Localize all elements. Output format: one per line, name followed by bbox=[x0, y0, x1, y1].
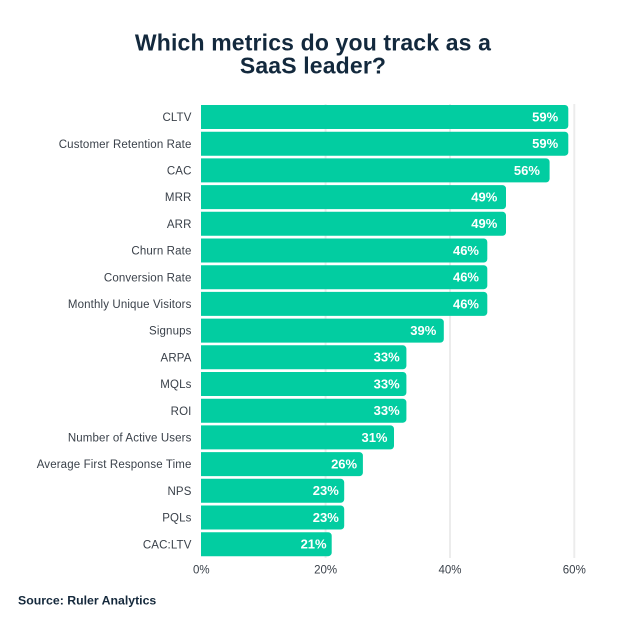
svg-text:21%: 21% bbox=[301, 537, 327, 552]
svg-text:Number of Active Users: Number of Active Users bbox=[68, 433, 192, 445]
svg-text:0%: 0% bbox=[193, 565, 210, 577]
svg-text:CAC: CAC bbox=[167, 166, 192, 178]
svg-text:MRR: MRR bbox=[165, 192, 192, 204]
svg-text:MQLs: MQLs bbox=[160, 379, 191, 391]
svg-text:26%: 26% bbox=[331, 457, 357, 472]
svg-text:46%: 46% bbox=[453, 296, 479, 311]
svg-text:Monthly Unique Visitors: Monthly Unique Visitors bbox=[68, 299, 192, 311]
svg-text:33%: 33% bbox=[374, 403, 400, 418]
svg-text:33%: 33% bbox=[374, 350, 400, 365]
svg-text:ROI: ROI bbox=[171, 406, 192, 418]
svg-text:59%: 59% bbox=[532, 109, 558, 124]
svg-text:40%: 40% bbox=[438, 565, 461, 577]
svg-text:23%: 23% bbox=[313, 510, 339, 525]
svg-text:33%: 33% bbox=[374, 376, 400, 391]
svg-text:60%: 60% bbox=[563, 565, 586, 577]
svg-text:ARR: ARR bbox=[167, 219, 192, 231]
svg-text:Average First Response Time: Average First Response Time bbox=[37, 459, 192, 471]
svg-text:CAC:LTV: CAC:LTV bbox=[143, 539, 192, 551]
svg-text:46%: 46% bbox=[453, 243, 479, 258]
svg-text:Signups: Signups bbox=[149, 326, 192, 338]
svg-text:SaaS leader?: SaaS leader? bbox=[240, 52, 386, 78]
svg-text:Which metrics do you track as: Which metrics do you track as a bbox=[135, 29, 491, 55]
svg-text:23%: 23% bbox=[313, 483, 339, 498]
svg-text:Churn Rate: Churn Rate bbox=[131, 246, 191, 258]
svg-text:39%: 39% bbox=[410, 323, 436, 338]
svg-text:ARPA: ARPA bbox=[161, 352, 192, 364]
svg-text:Conversion Rate: Conversion Rate bbox=[104, 272, 192, 284]
svg-text:NPS: NPS bbox=[167, 486, 191, 498]
svg-text:49%: 49% bbox=[471, 216, 497, 231]
svg-text:31%: 31% bbox=[361, 430, 387, 445]
svg-text:46%: 46% bbox=[453, 270, 479, 285]
svg-text:PQLs: PQLs bbox=[162, 513, 191, 525]
svg-text:59%: 59% bbox=[532, 136, 558, 151]
svg-text:Customer Retention Rate: Customer Retention Rate bbox=[59, 139, 192, 151]
svg-text:Source: Ruler Analytics: Source: Ruler Analytics bbox=[18, 594, 156, 608]
svg-text:49%: 49% bbox=[471, 190, 497, 205]
svg-text:20%: 20% bbox=[314, 565, 337, 577]
svg-text:CLTV: CLTV bbox=[162, 112, 191, 124]
svg-text:56%: 56% bbox=[514, 163, 540, 178]
